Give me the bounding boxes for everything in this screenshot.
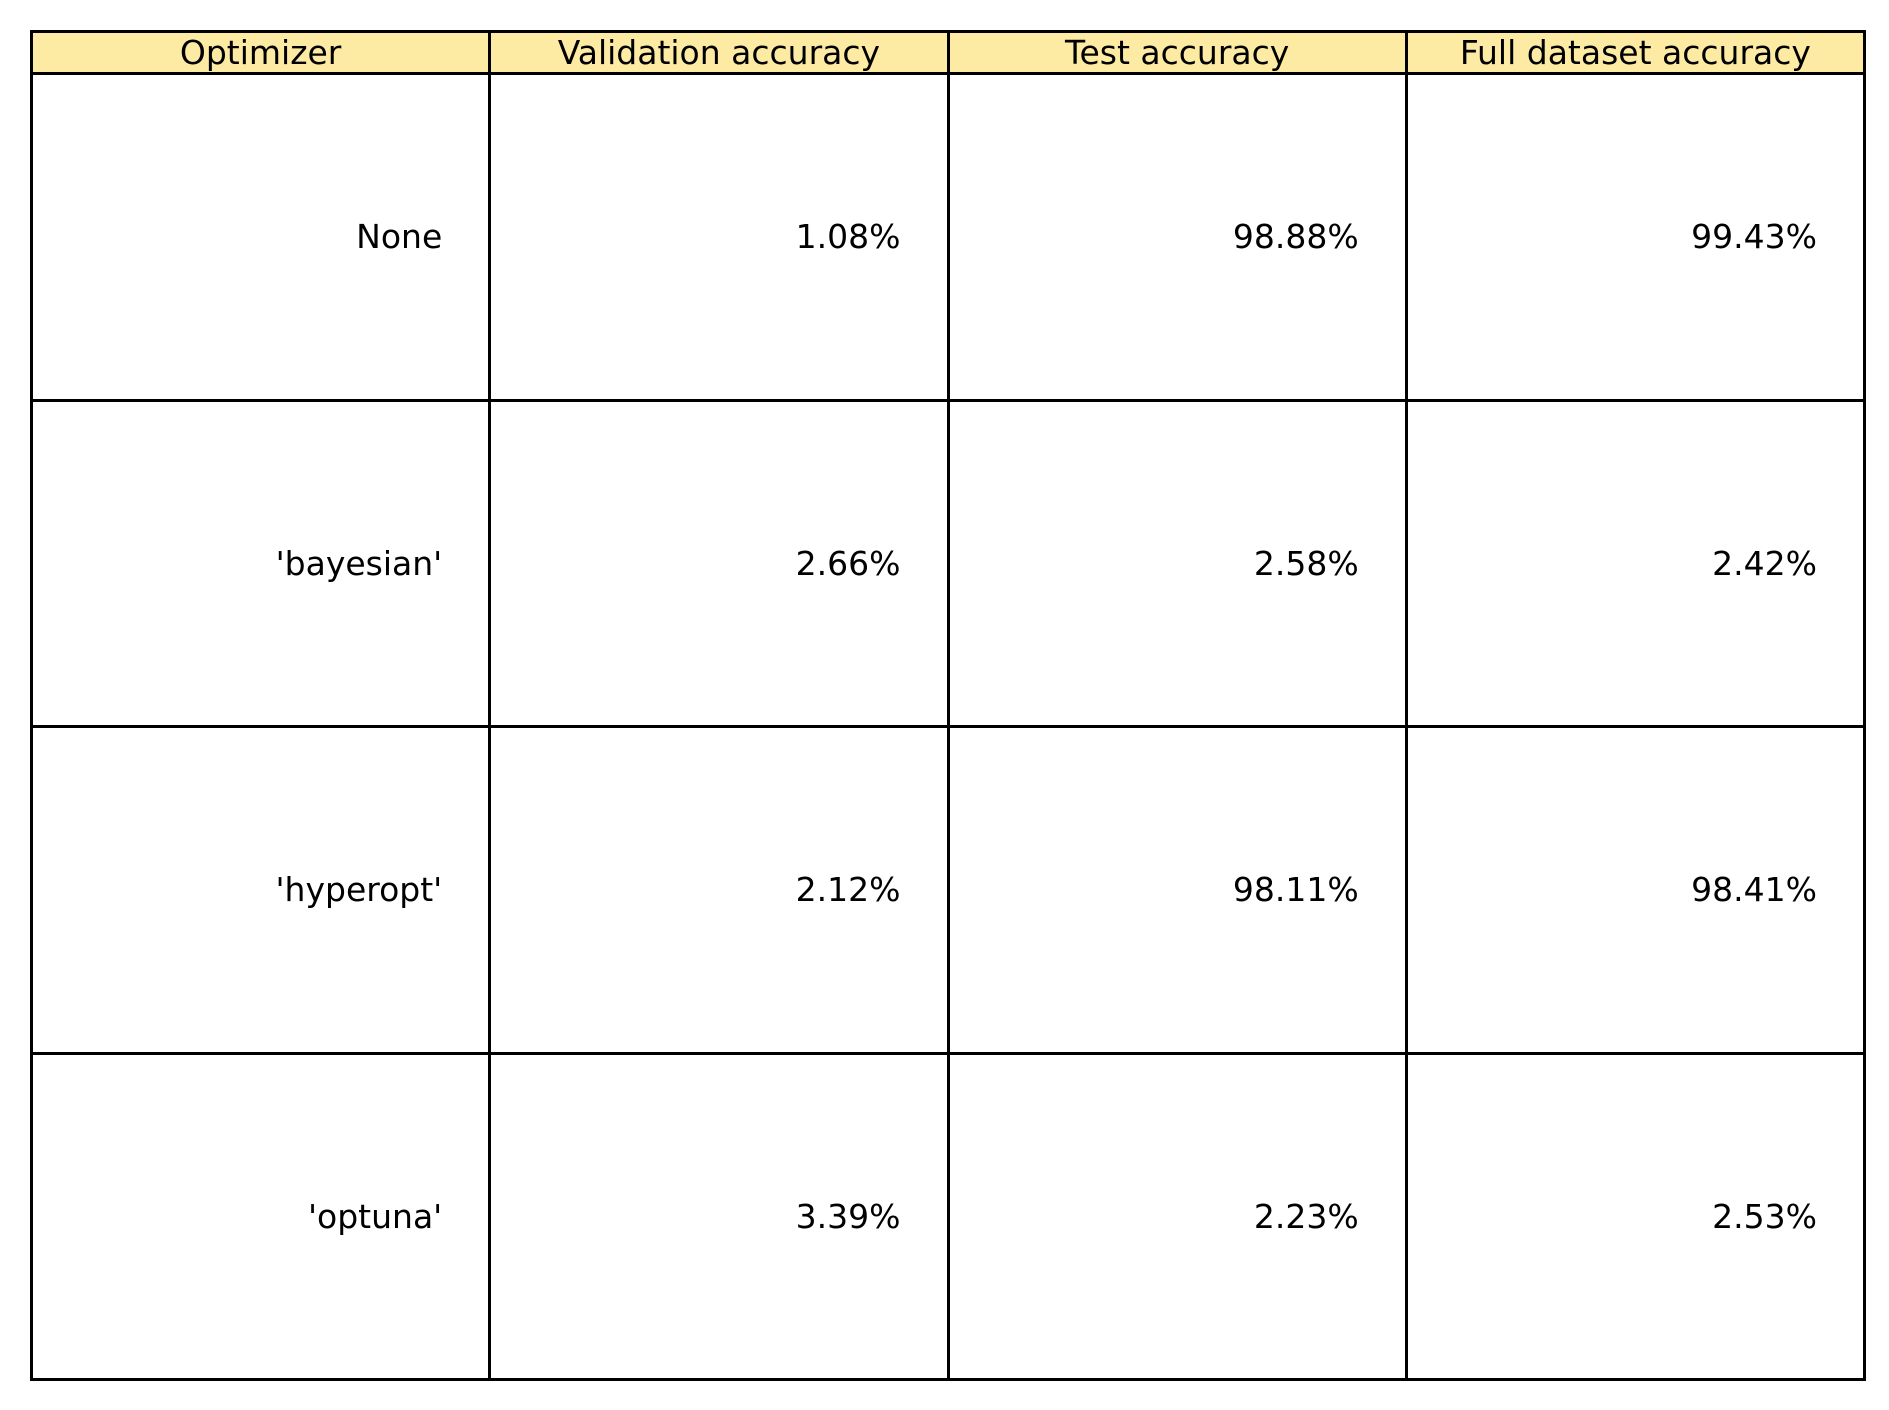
- accuracy-cell: 2.53%: [1404, 1051, 1867, 1381]
- optimizer-cell: None: [29, 72, 492, 402]
- optimizer-cell: 'optuna': [29, 1051, 492, 1381]
- table-row: 'bayesian' 2.66% 2.58% 2.42%: [29, 398, 1867, 728]
- optimizer-cell: 'bayesian': [29, 398, 492, 728]
- column-header: Test accuracy: [946, 30, 1408, 75]
- accuracy-cell: 2.23%: [946, 1051, 1408, 1381]
- accuracy-cell: 2.12%: [488, 725, 950, 1055]
- table-row: 'optuna' 3.39% 2.23% 2.53%: [29, 1051, 1867, 1381]
- table-row: 'hyperopt' 2.12% 98.11% 98.41%: [29, 725, 1867, 1055]
- column-header: Full dataset accuracy: [1404, 30, 1867, 75]
- accuracy-cell: 2.66%: [488, 398, 950, 728]
- accuracy-cell: 1.08%: [488, 72, 950, 402]
- table-header: Optimizer Validation accuracy Test accurac…: [29, 30, 1867, 75]
- accuracy-cell: 98.11%: [946, 725, 1408, 1055]
- accuracy-cell: 99.43%: [1404, 72, 1867, 402]
- results-table: Optimizer Validation accuracy Test accurac…: [29, 30, 1867, 1381]
- accuracy-cell: 98.88%: [946, 72, 1408, 402]
- column-header: Validation accuracy: [488, 30, 950, 75]
- optimizer-cell: 'hyperopt': [29, 725, 492, 1055]
- results-table-container: Optimizer Validation accuracy Test accurac…: [29, 30, 1867, 1381]
- table-row: None 1.08% 98.88% 99.43%: [29, 72, 1867, 402]
- column-header: Optimizer: [29, 30, 492, 75]
- accuracy-cell: 2.42%: [1404, 398, 1867, 728]
- accuracy-cell: 2.58%: [946, 398, 1408, 728]
- accuracy-cell: 98.41%: [1404, 725, 1867, 1055]
- table-body: None 1.08% 98.88% 99.43%'bayesian' 2.66% 2.58…: [29, 72, 1867, 1381]
- header-row: Optimizer Validation accuracy Test accurac…: [29, 30, 1867, 75]
- accuracy-cell: 3.39%: [488, 1051, 950, 1381]
